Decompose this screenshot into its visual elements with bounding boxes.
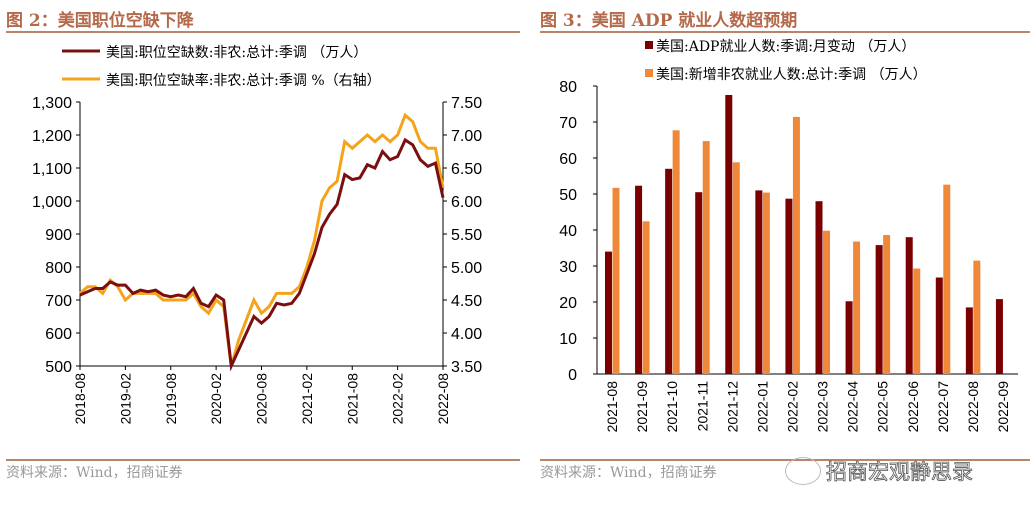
bar-nfp: [792, 116, 800, 375]
bar-adp: [755, 190, 763, 374]
adp-bar-chart: 0 10 20 30 40 50 60 70 80 2021-08 2021-09 2021-10 20…: [559, 39, 1018, 433]
y-tick-label: 0: [568, 367, 577, 384]
y-tick-label: 900: [45, 227, 72, 244]
y-tick-label: 1,100: [32, 161, 72, 178]
bar-nfp: [642, 221, 650, 374]
x-tick-label: 2020-08: [254, 373, 270, 425]
bar-nfp: [672, 130, 680, 374]
bar-adp: [695, 192, 703, 374]
right-source: 资料来源：Wind，招商证券: [540, 465, 717, 481]
right-title-rule: [540, 31, 1030, 33]
right-chart-title: 图 3：美国 ADP 就业人数超预期: [540, 11, 798, 31]
y2-tick-label: 7.50: [451, 95, 482, 112]
x-tick-label: 2022-08: [965, 381, 981, 433]
legend-label: 美国:新增非农就业人数:总计:季调 （万人）: [656, 67, 927, 83]
x-tick-label: 2019-02: [117, 373, 133, 425]
x-tick-label: 2022-05: [875, 381, 891, 433]
bar-nfp: [943, 184, 951, 374]
bar-adp: [605, 251, 612, 374]
left-chart-title: 图 2：美国职位空缺下降: [6, 11, 194, 31]
x-tick-label: 2021-02: [299, 373, 315, 425]
vacancy-line-chart: 500 600 700 800 900 1,000 1,100 1,200 1,300 3.50 4…: [32, 45, 482, 425]
legend-label: 美国:ADP就业人数:季调:月变动 （万人）: [656, 39, 915, 55]
bar-adp: [905, 237, 913, 374]
bar-nfp: [973, 260, 981, 374]
x-tick-label: 2019-08: [163, 373, 179, 425]
x-tick-label: 2021-08: [604, 381, 620, 433]
right-footer-rule: [540, 459, 1030, 461]
bar-adp: [965, 307, 973, 374]
x-tick-label: 2022-08: [435, 373, 451, 425]
x-tick-label: 2022-04: [845, 381, 861, 433]
bar-nfp: [732, 162, 740, 374]
bar-adp: [845, 301, 853, 374]
y-tick-label: 700: [45, 293, 72, 310]
left-source: 资料来源：Wind，招商证券: [6, 465, 183, 481]
y-tick-label: 1,200: [32, 128, 72, 145]
bar-nfp: [913, 268, 921, 374]
y-tick-label: 10: [559, 331, 577, 348]
bar-adp: [875, 245, 883, 374]
bar-nfp: [612, 187, 620, 374]
y2-tick-label: 3.50: [451, 359, 482, 376]
x-tick-label: 2021-10: [664, 381, 680, 433]
bar-adp: [725, 95, 733, 374]
bar-adp: [785, 198, 793, 374]
y-tick-label: 500: [45, 359, 72, 376]
x-tick-label: 2021-12: [724, 381, 740, 433]
bar-nfp: [853, 241, 861, 374]
bar-nfp: [702, 141, 710, 374]
y2-tick-label: 4.50: [451, 293, 482, 310]
y-tick-label: 600: [45, 326, 72, 343]
left-footer-rule: [6, 459, 520, 461]
x-tick-label: 2022-03: [815, 381, 831, 433]
y-tick-label: 60: [559, 151, 577, 168]
y-tick-label: 30: [559, 259, 577, 276]
y-tick-label: 800: [45, 260, 72, 277]
bar-adp: [665, 168, 673, 374]
x-tick-label: 2021-08: [344, 373, 360, 425]
bar-adp: [815, 201, 823, 374]
x-tick-label: 2022-02: [390, 373, 406, 425]
y-tick-label: 70: [559, 115, 577, 132]
legend-label: 美国:职位空缺数:非农:总计:季调 （万人）: [106, 45, 367, 61]
vacancy-rate-line: [79, 112, 445, 367]
y-tick-label: 50: [559, 187, 577, 204]
bar-adp: [935, 277, 943, 374]
x-tick-label: 2018-08: [72, 373, 88, 425]
x-tick-label: 2020-02: [208, 373, 224, 425]
y2-tick-label: 6.00: [451, 194, 482, 211]
y-tick-label: 20: [559, 295, 577, 312]
bar-adp: [635, 185, 643, 374]
y-tick-label: 1,300: [32, 95, 72, 112]
vacancy-count-line: [79, 137, 445, 372]
x-tick-label: 2021-09: [634, 381, 650, 433]
x-tick-label: 2022-09: [995, 381, 1011, 433]
legend-swatch: [645, 41, 653, 49]
legend-swatch: [645, 69, 653, 77]
bar-nfp: [883, 235, 891, 374]
x-tick-label: 2021-11: [694, 381, 710, 432]
x-tick-label: 2022-02: [784, 381, 800, 433]
x-tick-label: 2022-06: [905, 381, 921, 433]
bar-adp: [995, 299, 1003, 374]
y-tick-label: 80: [559, 79, 577, 96]
y2-tick-label: 5.50: [451, 227, 482, 244]
y2-tick-label: 6.50: [451, 161, 482, 178]
legend-label: 美国:职位空缺率:非农:总计:季调 %（右轴）: [106, 72, 381, 89]
y-tick-label: 40: [559, 223, 577, 240]
y2-tick-label: 4.00: [451, 326, 482, 343]
y2-tick-label: 7.00: [451, 128, 482, 145]
wechat-icon: [785, 457, 821, 485]
bar-nfp: [762, 192, 770, 374]
y-tick-label: 1,000: [32, 194, 72, 211]
left-title-rule: [6, 31, 520, 33]
y2-tick-label: 5.00: [451, 260, 482, 277]
watermark: 招商宏观静思录: [826, 460, 974, 485]
x-tick-label: 2022-07: [935, 381, 951, 433]
bar-nfp: [823, 230, 830, 374]
x-tick-label: 2022-01: [754, 381, 770, 433]
